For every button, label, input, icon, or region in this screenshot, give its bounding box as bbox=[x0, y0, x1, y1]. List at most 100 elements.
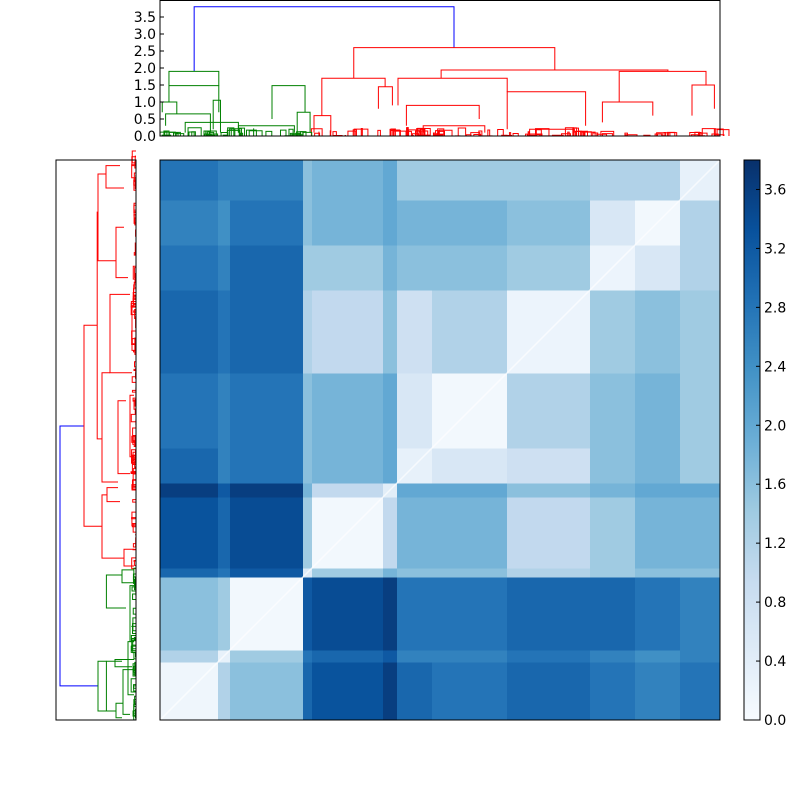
colorbar-bar bbox=[744, 160, 760, 720]
heatmap-cell bbox=[312, 373, 384, 449]
heatmap-cell bbox=[303, 662, 313, 721]
heatmap-cell bbox=[303, 245, 313, 291]
heatmap-cell bbox=[432, 290, 508, 374]
heatmap-cell bbox=[432, 160, 508, 201]
heatmap-cell bbox=[507, 245, 591, 291]
dendrogram-link bbox=[378, 87, 392, 109]
heatmap-cell bbox=[507, 497, 591, 569]
dendrogram-leaf-link bbox=[361, 129, 362, 136]
dendrogram-link bbox=[106, 166, 124, 188]
dendrogram-link bbox=[98, 661, 106, 711]
heatmap-cell bbox=[230, 650, 304, 663]
heatmap-cell bbox=[383, 200, 398, 246]
heatmap-cell bbox=[312, 160, 384, 201]
heatmap-cell bbox=[312, 483, 384, 498]
dendrogram-leaf-link bbox=[280, 130, 286, 136]
heatmap-cell bbox=[680, 497, 721, 569]
heatmap-cell bbox=[635, 160, 681, 201]
heatmap-cell bbox=[507, 373, 591, 449]
heatmap-cell bbox=[303, 483, 313, 498]
heatmap-cell bbox=[218, 497, 231, 569]
heatmap-cell bbox=[230, 497, 304, 569]
heatmap-cell bbox=[312, 650, 384, 663]
heatmap-cell bbox=[303, 290, 313, 374]
heatmap-cell bbox=[635, 245, 681, 291]
dendrogram-link bbox=[213, 100, 220, 132]
dendrogram-link bbox=[692, 85, 714, 116]
dendrogram-leaf-link bbox=[458, 128, 465, 136]
heatmap-cell bbox=[397, 568, 433, 578]
heatmap-cell bbox=[218, 483, 231, 498]
heatmap-cell bbox=[383, 245, 398, 291]
heatmap-cell bbox=[312, 290, 384, 374]
dendrogram-link bbox=[406, 105, 479, 125]
heatmap-cell bbox=[218, 448, 231, 484]
heatmap-cell bbox=[160, 577, 219, 651]
dendrogram-link bbox=[602, 102, 652, 122]
y-tick-label: 1.5 bbox=[134, 78, 156, 94]
dendrogram-leaf-link bbox=[528, 132, 529, 136]
heatmap-cell bbox=[680, 577, 721, 651]
heatmap-cell bbox=[680, 245, 721, 291]
heatmap-cell bbox=[635, 577, 681, 651]
heatmap-cell bbox=[590, 448, 636, 484]
colorbar-tick-label: 0.4 bbox=[764, 654, 786, 670]
y-tick-label: 1.0 bbox=[134, 95, 156, 111]
top-dendrogram: 0.00.51.01.52.02.53.03.5 bbox=[134, 1, 729, 146]
heatmap-cell bbox=[590, 373, 636, 449]
heatmap-cell bbox=[230, 483, 304, 498]
heatmap-cell bbox=[383, 497, 398, 569]
colorbar-tick-label: 3.6 bbox=[764, 182, 786, 198]
heatmap-cell bbox=[397, 373, 433, 449]
heatmap-cell bbox=[303, 200, 313, 246]
y-tick-label: 3.5 bbox=[134, 10, 156, 26]
heatmap-cell bbox=[160, 200, 219, 246]
heatmap-cell bbox=[397, 662, 433, 721]
heatmap-cell bbox=[218, 200, 231, 246]
heatmap-cell bbox=[507, 160, 591, 201]
heatmap-cell bbox=[303, 577, 313, 651]
heatmap-cell bbox=[383, 568, 398, 578]
heatmap-cell bbox=[635, 568, 681, 578]
heatmap-cell bbox=[507, 448, 591, 484]
y-tick-label: 2.5 bbox=[134, 44, 156, 60]
dendrogram-link bbox=[130, 395, 134, 457]
dendrogram-link bbox=[107, 488, 120, 502]
heatmap-cell bbox=[218, 290, 231, 374]
heatmap-cell bbox=[590, 483, 636, 498]
dendrogram-link bbox=[297, 112, 310, 132]
y-tick-label: 0.0 bbox=[134, 129, 156, 145]
left-dendrogram bbox=[56, 151, 136, 720]
dendrogram-link bbox=[162, 102, 177, 114]
heatmap-cell bbox=[160, 483, 219, 498]
heatmap-cell bbox=[397, 245, 433, 291]
heatmap-cell bbox=[230, 245, 304, 291]
heatmap-cell bbox=[303, 160, 313, 201]
heatmap-cell bbox=[218, 577, 231, 651]
heatmap-cell bbox=[218, 662, 231, 721]
dendrogram-link bbox=[115, 660, 134, 667]
heatmap-cell bbox=[383, 160, 398, 201]
dendrogram-link bbox=[169, 71, 219, 85]
heatmap-cell bbox=[680, 448, 721, 484]
heatmap-cell bbox=[432, 577, 508, 651]
heatmap-cell bbox=[590, 568, 636, 578]
heatmap-cell bbox=[680, 200, 721, 246]
dendrogram-link bbox=[110, 294, 132, 372]
dendrogram-link bbox=[272, 86, 305, 119]
heatmap-cell bbox=[230, 662, 304, 721]
heatmap-cell bbox=[383, 577, 398, 651]
heatmap-cell bbox=[312, 245, 384, 291]
heatmap-cell bbox=[590, 662, 636, 721]
colorbar-tick-label: 2.8 bbox=[764, 300, 786, 316]
colorbar: 0.00.40.81.21.62.02.42.83.23.6 bbox=[744, 160, 786, 729]
heatmap-cell bbox=[397, 650, 433, 663]
heatmap-cell bbox=[680, 662, 721, 721]
heatmap-cell bbox=[312, 577, 384, 651]
heatmap-cell bbox=[303, 650, 313, 663]
heatmap-cell bbox=[397, 290, 433, 374]
heatmap-cell bbox=[507, 650, 591, 663]
dendrogram-link bbox=[116, 703, 123, 718]
colorbar-tick-label: 3.2 bbox=[764, 241, 786, 257]
